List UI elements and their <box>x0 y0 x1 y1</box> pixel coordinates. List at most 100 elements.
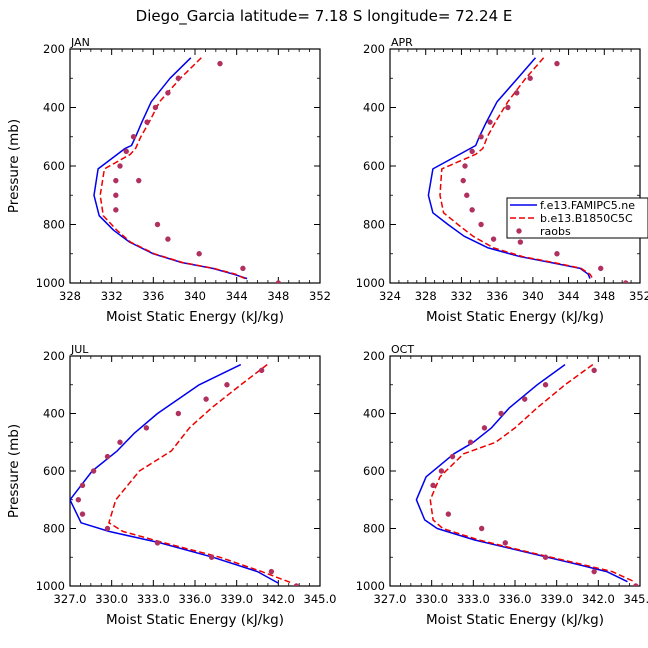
model2-line <box>429 363 635 583</box>
obs-point <box>505 104 511 111</box>
y-tick-label: 600 <box>43 464 65 478</box>
x-tick-label: 328 <box>415 289 437 303</box>
y-axis-label: Pressure (mb) <box>6 424 22 518</box>
y-tick-label: 1000 <box>36 579 65 593</box>
obs-point <box>293 583 300 586</box>
obs-point <box>487 119 493 125</box>
x-tick-label: 345.0 <box>304 592 337 606</box>
obs-point <box>268 568 275 575</box>
y-tick-label: 600 <box>363 159 385 173</box>
y-tick-label: 200 <box>363 42 385 56</box>
y-tick-label: 600 <box>43 159 65 173</box>
obs-point <box>633 583 639 586</box>
obs-point <box>130 134 137 140</box>
model1-line <box>415 363 628 583</box>
obs-point <box>498 410 504 417</box>
y-tick-label: 200 <box>43 349 65 363</box>
x-tick-label: 348 <box>593 289 615 303</box>
obs-point <box>430 482 436 489</box>
x-axis-label: Moist Static Energy (kJ/kg) <box>426 309 604 325</box>
obs-point <box>217 60 223 67</box>
y-tick-label: 800 <box>43 218 65 232</box>
obs-point <box>75 497 82 503</box>
plot-data <box>427 57 629 283</box>
y-tick-label: 200 <box>363 349 385 363</box>
x-tick-label: 327.0 <box>374 592 407 606</box>
y-tick-label: 800 <box>363 218 385 232</box>
obs-point <box>143 425 150 431</box>
obs-point <box>104 453 111 460</box>
plot-frame <box>69 48 321 284</box>
panel-label: OCT <box>391 343 414 356</box>
panel-jan: 328 332 336 340 344 348 352 200 400 600 800 1000 JAN… <box>6 36 331 325</box>
x-tick-label: 348 <box>267 289 289 303</box>
y-axis-label: Pressure (mb) <box>6 119 22 213</box>
plot-frame <box>389 355 641 587</box>
model2-line <box>439 57 594 279</box>
obs-point <box>258 367 265 374</box>
x-tick-label: 339.0 <box>540 592 573 606</box>
x-tick-label: 330.0 <box>415 592 448 606</box>
model1-line <box>427 57 591 279</box>
obs-point <box>113 177 119 184</box>
plot-data <box>93 57 282 283</box>
figure-title: Diego_Garcia latitude= 7.18 S longitude=… <box>136 7 513 26</box>
obs-point <box>554 60 560 67</box>
y-tick-label: 1000 <box>356 579 385 593</box>
plot-frame <box>389 48 641 284</box>
obs-point <box>469 207 475 213</box>
obs-point <box>203 396 209 402</box>
y-tick-label: 400 <box>43 101 65 115</box>
obs-point <box>240 265 246 272</box>
obs-point <box>113 207 119 213</box>
obs-point <box>502 540 508 546</box>
obs-point <box>196 251 202 257</box>
obs-point <box>478 134 484 140</box>
obs-point <box>462 163 468 169</box>
model2-line <box>99 57 246 280</box>
obs-point <box>591 568 597 575</box>
panel-label: APR <box>391 36 413 49</box>
obs-point <box>554 251 560 257</box>
x-tick-label: 344 <box>226 289 248 303</box>
x-tick-label: 332 <box>450 289 472 303</box>
obs-point <box>514 90 520 96</box>
x-tick-label: 344 <box>558 289 580 303</box>
obs-point <box>478 221 484 228</box>
obs-point <box>165 90 171 96</box>
plot-data <box>415 363 639 586</box>
x-tick-label: 336.0 <box>499 592 532 606</box>
legend-model1-label: f.e13.FAMIPC5.ne <box>540 199 635 212</box>
obs-point <box>79 511 86 517</box>
legend-model2-label: b.e13.B1850C5C <box>540 212 633 225</box>
obs-point <box>136 177 142 184</box>
model1-line <box>93 57 248 280</box>
x-tick-label: 328 <box>59 289 81 303</box>
x-tick-label: 342.0 <box>262 592 295 606</box>
obs-point <box>522 396 528 402</box>
panels-group: 328 332 336 340 344 348 352 200 400 600 800 1000 JAN… <box>6 36 648 628</box>
model2-line <box>108 364 293 584</box>
obs-point <box>175 410 182 417</box>
obs-point <box>517 239 524 245</box>
obs-point <box>481 425 488 431</box>
obs-point <box>208 554 215 560</box>
x-tick-label: 340 <box>522 289 544 303</box>
panel-label: JUL <box>70 343 89 356</box>
obs-point <box>464 192 470 198</box>
obs-point <box>165 236 171 242</box>
y-tick-label: 800 <box>363 522 385 536</box>
x-tick-label: 324 <box>379 289 401 303</box>
x-tick-label: 345.0 <box>624 592 648 606</box>
obs-point <box>79 482 86 489</box>
panel-label: JAN <box>70 36 90 49</box>
y-tick-label: 400 <box>363 407 385 421</box>
obs-point <box>591 367 597 374</box>
obs-point <box>144 119 150 125</box>
obs-point <box>445 511 452 517</box>
x-tick-label: 327.0 <box>54 592 87 606</box>
y-tick-label: 1000 <box>356 276 385 290</box>
obs-point <box>90 468 97 474</box>
x-tick-label: 339.0 <box>220 592 253 606</box>
